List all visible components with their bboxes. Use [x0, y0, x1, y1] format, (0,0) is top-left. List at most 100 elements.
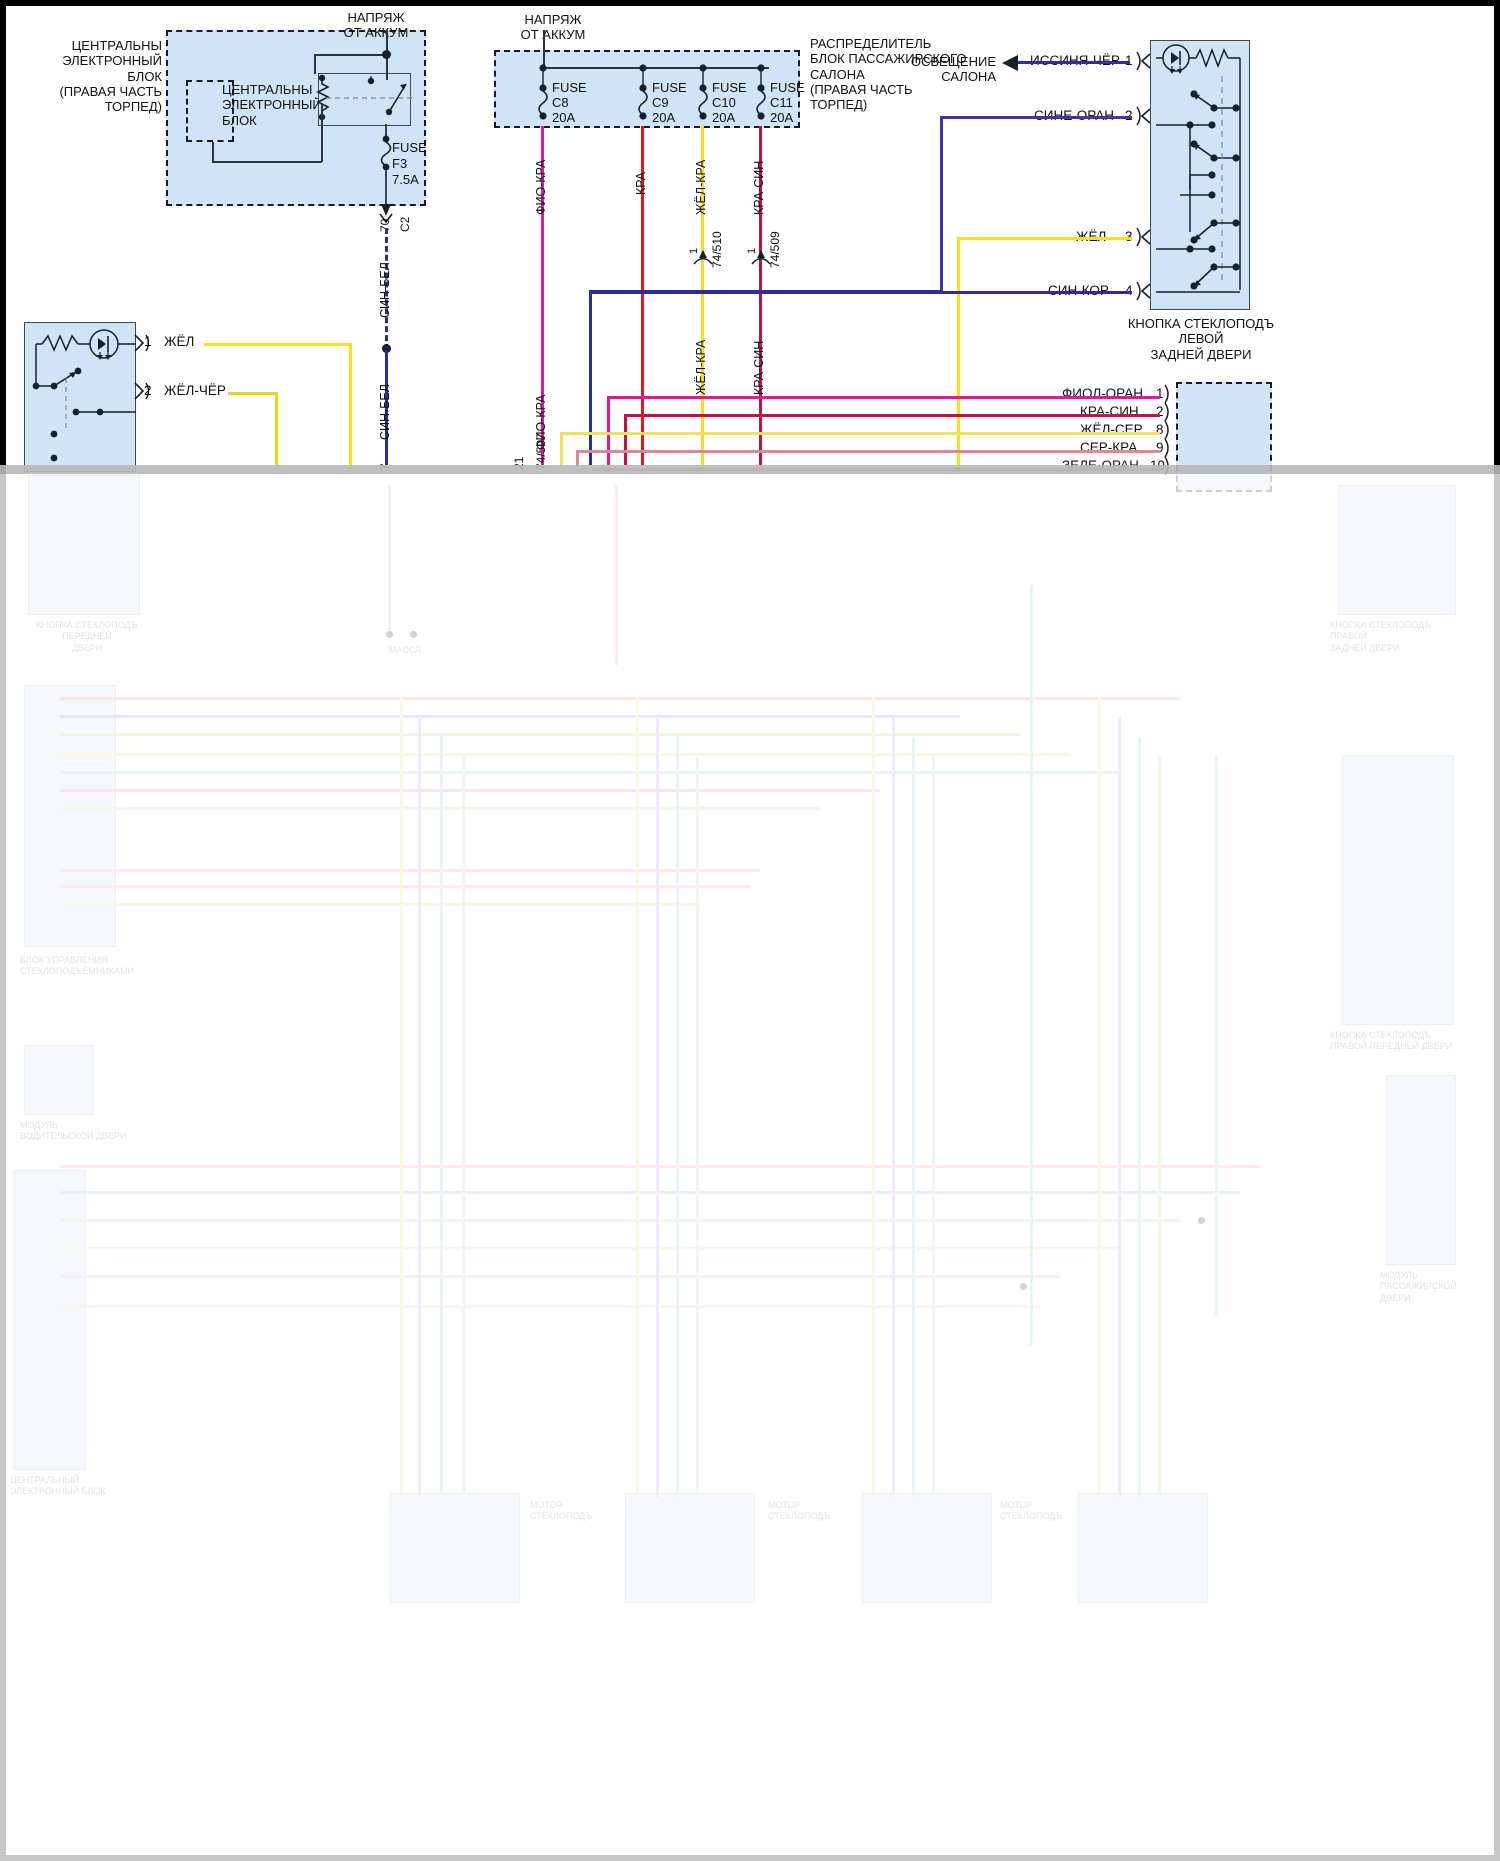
cem-inner-label: ЦЕНТРАЛЬНЫ ЭЛЕКТРОННЫЙ БЛОК	[222, 82, 322, 128]
wire-ser-kra	[576, 450, 1160, 453]
fuse-f3-name: FUSE	[392, 140, 427, 155]
fuse-c9-name: FUSE	[652, 80, 687, 95]
wire-jel-kra	[701, 126, 705, 465]
wire-label-jel-kra-2: ЖЁЛ-КРА	[694, 339, 708, 395]
wire-label-fio-kra: ФИО-КРА	[534, 159, 548, 216]
ghost-block	[24, 1045, 94, 1115]
wire-label-kra: КРА	[634, 171, 648, 195]
connector-c2-icon	[379, 213, 393, 224]
interior-light-arrow-icon	[1002, 55, 1018, 71]
rl-pin-2-num: 2	[1125, 108, 1133, 123]
wire-kra-sin-conn	[624, 414, 1160, 417]
faded-lower-diagram: КНОПКА СТЕКЛОПОДЪ ПЕРЕДНЕЙ ДВЕРИ БЛОК УП…	[0, 465, 1500, 1861]
wire-sine-oran-v	[940, 116, 943, 293]
fuse-f3-icon	[380, 124, 392, 216]
ghost-block	[24, 685, 116, 947]
wire-sine-oran-h	[940, 116, 1132, 119]
fuse-c8-name: FUSE	[552, 80, 587, 95]
splice-74-510-label: 74/510	[710, 231, 724, 268]
wire-sin-kor	[589, 291, 1132, 294]
c2-connector-name: C2	[398, 216, 412, 232]
splice-74-509-icon	[751, 250, 771, 265]
ghost-block	[1342, 755, 1454, 1025]
fuse-c10-name: FUSE	[712, 80, 747, 95]
ghost-label: БЛОК УПРАВЛЕНИЯ СТЕКЛОПОДЪЁМНИКАМИ	[20, 955, 135, 977]
wire-jel-rl-v	[957, 237, 961, 465]
pin-arrow-icon	[1164, 420, 1169, 440]
pin-arrow-icon	[1136, 227, 1151, 247]
fuse-c11-icon	[756, 64, 766, 120]
fuse-c9-icon	[638, 64, 648, 120]
wire-jel-rl-h	[957, 237, 1132, 241]
wire-fio-kra	[541, 126, 545, 465]
wire-fiol-oran	[607, 396, 1160, 399]
fade-divider	[0, 465, 1500, 474]
fuse-f3-id: F3	[392, 156, 408, 171]
rl-pin-1-num: 1	[1125, 53, 1133, 68]
rl-pin-4-num: 4	[1125, 283, 1133, 298]
pin-arrow-icon	[1136, 106, 1151, 126]
ghost-label: ЦЕНТРАЛЬНЫЙ ЭЛЕКТРОННЫЙ БЛОК	[10, 1475, 106, 1497]
coil-return-h	[212, 161, 322, 163]
ghost-label: КНОПКА СТЕКЛОПОДЪ ПРАВОЙ ЗАДНЕЙ ДВЕРИ	[1330, 620, 1432, 653]
fuse-c9-id: C9	[652, 95, 669, 110]
rl-pin-1-label: ИССИНЯ-ЧЁР	[1030, 53, 1120, 68]
splice-74-509-label: 74/509	[768, 231, 782, 268]
wire-syn-bel-solid	[385, 350, 388, 465]
fuse-c8-icon	[538, 64, 548, 120]
coil-return	[212, 142, 214, 162]
wire-jel-ser-v	[560, 432, 563, 465]
passenger-block-label: РАСПРЕДЕЛИТЕЛЬ БЛОК ПАССАЖИРСКОГО САЛОНА…	[810, 36, 967, 113]
interior-light-label: ОСВЕЩЕНИЕ САЛОНА	[910, 54, 996, 85]
fuse-bus	[543, 67, 769, 69]
ghost-block	[14, 1170, 86, 1470]
wire-kra-sin-conn-v	[624, 414, 627, 465]
fuse-c11-rating: 20A	[770, 110, 794, 125]
cem-outer-label: ЦЕНТРАЛЬНЫ ЭЛЕКТРОННЫЙ БЛОК (ПРАВАЯ ЧАСТ…	[59, 38, 162, 115]
wire-sine-oran-v2	[589, 290, 592, 465]
left-switch-pin-1-num: 1	[144, 334, 152, 349]
fuse-c9-rating: 20A	[652, 110, 676, 125]
wire-fiol-oran-v	[607, 396, 610, 465]
fuse-c8-id: C8	[552, 95, 569, 110]
wire-ser-kra-v	[576, 450, 579, 465]
pin-arrow-icon	[1136, 281, 1151, 301]
wire-label-syn-bel-2: СИН-БЕЛ	[378, 384, 392, 440]
supply-wire-2	[543, 30, 545, 68]
rc-pin-1-num: 1	[1156, 386, 1164, 401]
wire-label-kra-sin-2: КРА-СИН	[752, 340, 766, 395]
rc-pin-9-num: 9	[1156, 440, 1164, 455]
coil-return-v	[321, 104, 323, 162]
ghost-label: МОТОР СТЕКЛОПОДЪ	[768, 1500, 831, 1522]
battery-supply-note-2: НАПРЯЖ ОТ АККУМ	[520, 12, 586, 43]
fuse-c8-rating: 20A	[552, 110, 576, 125]
rl-pin-3-num: 3	[1125, 229, 1133, 244]
ghost-block	[28, 475, 140, 615]
wire-issinya-cher	[1012, 61, 1130, 64]
battery-supply-note-1: НАПРЯЖ ОТ АККУМ	[343, 10, 409, 41]
ghost-label: МОТОР СТЕКЛОПОДЪ	[530, 1500, 593, 1522]
pin-arrow-icon	[1136, 51, 1151, 71]
rl-pin-2-label: СИНЕ-ОРАН	[1034, 108, 1114, 123]
relay-coil-icon	[316, 74, 414, 121]
ghost-block	[1338, 485, 1456, 615]
wire-jel-ser	[560, 432, 1160, 435]
pin-arrow-icon	[134, 382, 149, 400]
ghost-label: МОДУЛЬ ВОДИТЕЛЬСКОЙ ДВЕРИ	[20, 1120, 127, 1142]
fuse-c11-name: FUSE	[770, 80, 805, 95]
supply-branch	[314, 54, 388, 56]
wire-kra	[641, 126, 645, 465]
fuse-f3-rating: 7.5A	[392, 172, 419, 187]
wire-jel-left-v	[349, 343, 353, 465]
fuse-c10-rating: 20A	[712, 110, 736, 125]
splice-count-509: 1	[746, 247, 758, 254]
wire-label-kra-sin: КРА-СИН	[752, 160, 766, 215]
fuse-c10-icon	[698, 64, 708, 120]
ghost-motor	[625, 1493, 755, 1603]
relay-symbol-box	[318, 73, 411, 126]
left-switch-pin-1-label: ЖЁЛ	[164, 334, 195, 349]
ghost-motor	[862, 1493, 992, 1603]
supply-branch-down	[314, 54, 316, 74]
wire-label-syn-bel: СИН-БЕЛ	[378, 262, 392, 318]
pin-arrow-icon	[134, 334, 149, 352]
